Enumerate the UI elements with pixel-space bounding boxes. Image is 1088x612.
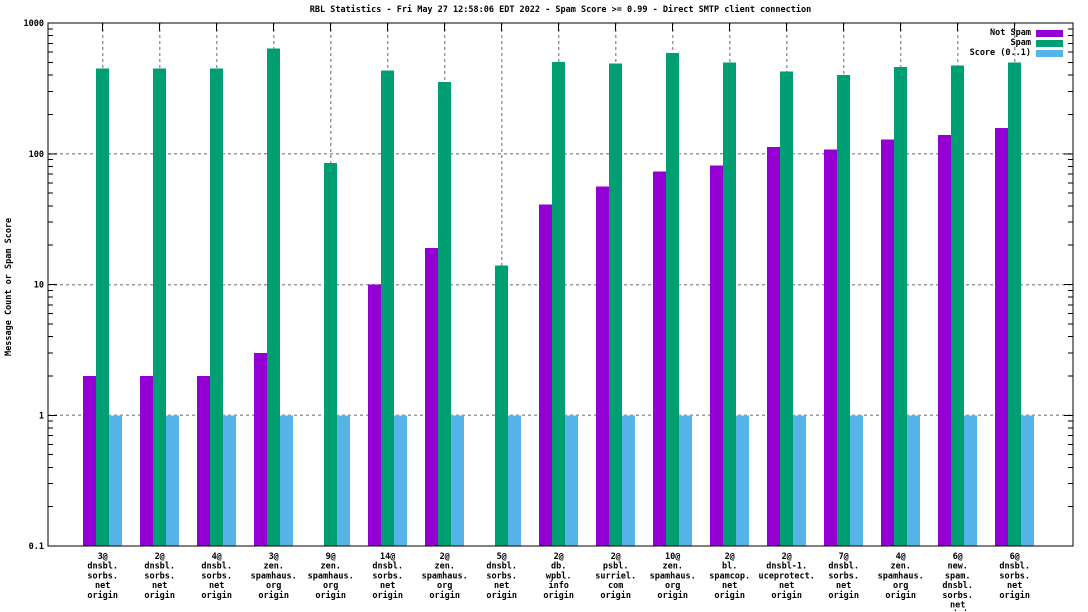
bar	[596, 186, 610, 546]
bar	[679, 415, 693, 546]
bar	[780, 71, 794, 547]
bar	[565, 415, 579, 546]
x-category-label: 2@ dnsbl. sorbs. net origin	[144, 552, 175, 601]
bar	[881, 139, 895, 546]
bar	[438, 81, 452, 546]
x-category-label: 2@ zen. spamhaus. org origin	[422, 552, 468, 601]
x-category-label: 2@ db. wpbl. info origin	[543, 552, 574, 601]
bar	[951, 65, 965, 546]
bar	[837, 75, 851, 547]
bar	[96, 68, 110, 546]
bar	[793, 415, 807, 546]
bar	[824, 149, 838, 547]
bar	[381, 70, 395, 547]
series-spam	[96, 48, 1022, 547]
bar	[368, 284, 382, 546]
axes-border	[47, 22, 1074, 547]
bar	[280, 415, 294, 546]
axis-labels: 0.1 1 10 100 1000 3@ dnsbl. sorbs. net origin 2@ dn…	[24, 19, 1031, 612]
legend-swatch-not-spam-icon	[1036, 29, 1063, 37]
legend-swatch-score-icon	[1036, 49, 1063, 57]
x-category-label: 14@ dnsbl. sorbs. net origin	[372, 552, 403, 601]
bar	[736, 415, 750, 546]
x-category-label: 5@ dnsbl. sorbs. net origin	[486, 552, 517, 601]
bar	[995, 127, 1009, 547]
series-score-0-1-	[109, 415, 1035, 546]
plot-border	[47, 22, 1074, 547]
bar	[723, 62, 737, 546]
bar	[140, 375, 154, 546]
bar	[153, 68, 167, 546]
bar	[666, 52, 680, 547]
y-tick-label: 0.1	[29, 542, 44, 552]
bar	[710, 165, 724, 546]
bar	[767, 146, 781, 546]
bar	[539, 204, 553, 546]
y-tick-label: 1000	[24, 19, 44, 29]
legend-label-not-spam: Not Spam	[990, 28, 1031, 38]
bar	[210, 68, 224, 546]
y-axis-title: Message Count or Spam Score	[4, 217, 14, 356]
bar	[1021, 415, 1035, 546]
x-category-label: 4@ dnsbl. sorbs. net origin	[201, 552, 232, 601]
x-category-label: 4@ zen. spamhaus. org origin	[878, 552, 924, 601]
bar	[495, 265, 509, 546]
bar	[109, 415, 123, 546]
x-category-label: 2@ dnsbl-1. uceprotect. net origin	[759, 552, 815, 601]
chart-title: RBL Statistics - Fri May 27 12:58:06 EDT…	[309, 5, 812, 15]
bar	[653, 171, 667, 546]
x-category-label: 7@ dnsbl. sorbs. net origin	[828, 552, 859, 601]
bar	[622, 415, 636, 546]
x-category-label: 6@ dnsbl. sorbs. net origin	[999, 552, 1030, 601]
x-category-label: 3@ zen. spamhaus. org origin	[251, 552, 297, 601]
bar	[451, 415, 465, 546]
bar	[267, 48, 281, 546]
y-tick-label: 1	[39, 411, 44, 421]
bar	[1008, 62, 1022, 546]
legend-entry-score: Score (0..1)	[970, 49, 1063, 57]
bar	[938, 135, 952, 546]
legend: Not Spam Spam Score (0..1)	[970, 29, 1063, 57]
x-category-label: 10@ zen. spamhaus. org origin	[650, 552, 696, 601]
bar	[508, 415, 522, 546]
legend-entry-not-spam: Not Spam	[970, 29, 1063, 37]
bar	[907, 415, 921, 546]
bar	[552, 61, 566, 547]
y-tick-label: 10	[34, 281, 44, 291]
legend-label-spam: Spam	[1010, 38, 1031, 48]
bar	[166, 415, 180, 546]
bar	[197, 375, 211, 546]
bar	[394, 415, 408, 546]
bar	[850, 415, 864, 546]
bar	[609, 63, 623, 546]
bar	[964, 415, 978, 546]
bars	[83, 48, 1035, 547]
bar	[337, 415, 351, 546]
bar	[223, 415, 237, 546]
x-category-label: 2@ bl. spamcop. net origin	[709, 552, 750, 601]
legend-label-score: Score (0..1)	[969, 48, 1031, 58]
bar	[324, 162, 338, 547]
bar	[425, 248, 439, 546]
x-category-label: 3@ dnsbl. sorbs. net origin	[87, 552, 118, 601]
y-tick-label: 100	[29, 150, 44, 160]
series-not-spam	[83, 127, 1009, 547]
bar	[254, 352, 268, 546]
legend-swatch-spam-icon	[1036, 39, 1063, 47]
legend-entry-spam: Spam	[970, 39, 1063, 47]
bar	[894, 67, 908, 546]
x-category-label: 9@ zen. spamhaus. org origin	[308, 552, 354, 601]
bar	[83, 375, 97, 546]
x-category-label: 2@ psbl. surriel. com origin	[595, 552, 636, 601]
